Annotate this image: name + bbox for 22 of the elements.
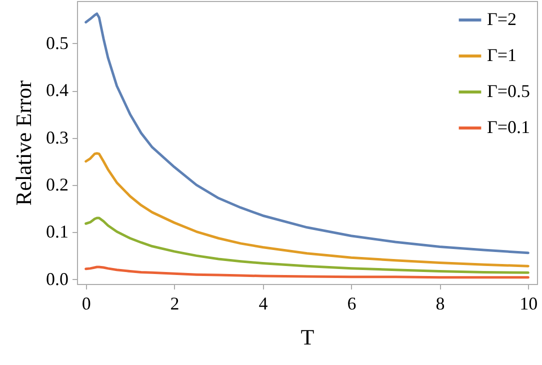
x-tick-label: 4 <box>258 294 268 314</box>
y-tick-label: 0.1 <box>46 222 68 242</box>
legend-label: Γ=2 <box>487 9 517 29</box>
legend-label: Γ=0.1 <box>487 117 530 137</box>
x-tick-label: 2 <box>170 294 180 314</box>
x-axis-title: T <box>300 324 315 350</box>
x-tick-label: 10 <box>520 294 538 314</box>
line-series <box>84 152 530 268</box>
y-tick-label: 0.0 <box>46 268 68 289</box>
y-tick-label: 0.3 <box>46 127 68 148</box>
legend-label: Γ=1 <box>487 45 517 65</box>
x-tick-label: 6 <box>347 294 356 314</box>
y-axis-title: Relative Error <box>11 80 36 206</box>
line-series <box>84 266 530 279</box>
y-tick-label: 0.5 <box>46 32 68 53</box>
line-series <box>84 12 530 254</box>
legend-label: Γ=0.5 <box>487 81 530 101</box>
y-tick-label: 0.2 <box>46 174 68 194</box>
line-series <box>84 216 530 274</box>
x-tick-label: 0 <box>82 294 91 314</box>
y-tick-label: 0.4 <box>46 80 68 100</box>
x-tick-label: 8 <box>436 294 445 314</box>
